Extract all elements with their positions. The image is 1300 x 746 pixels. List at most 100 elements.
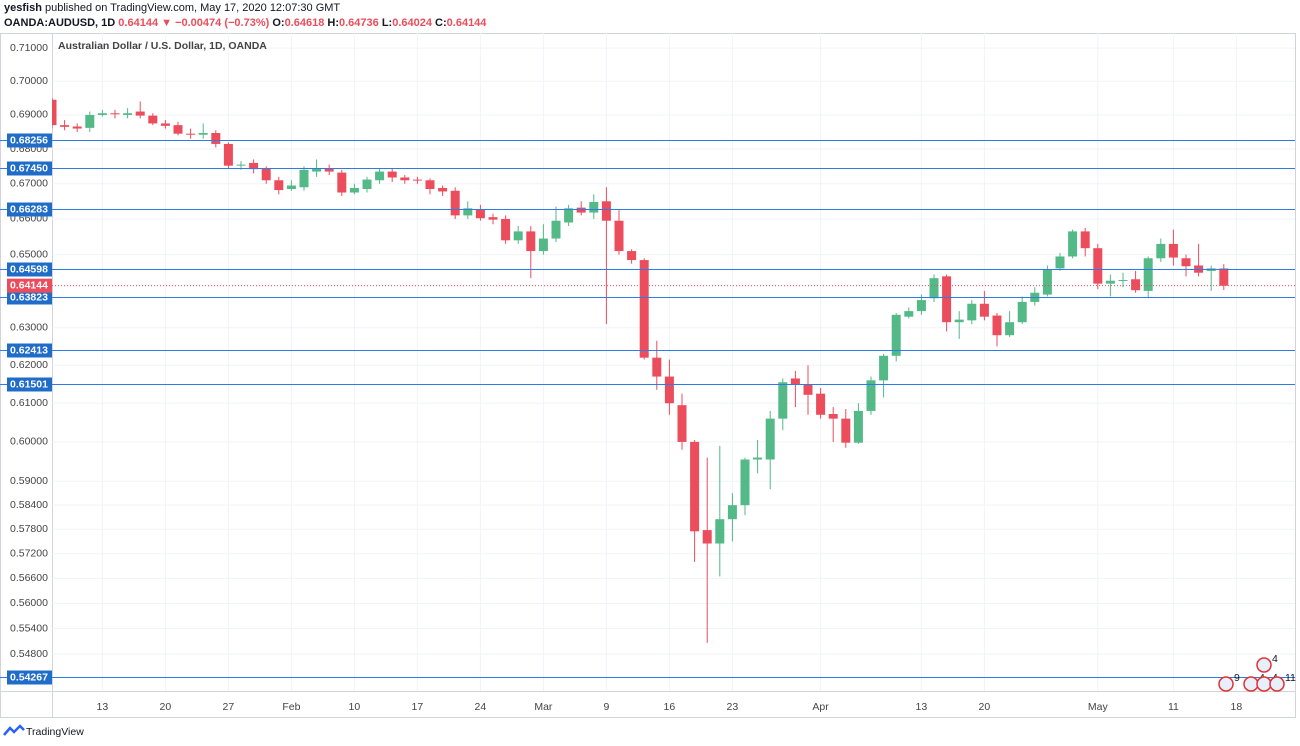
y-tick-label: 0.54800 [10, 648, 48, 660]
candle-body [614, 220, 624, 252]
candle-body [1131, 279, 1141, 291]
candle-body [1156, 243, 1166, 259]
change: −0.00474 (−0.73%) [175, 17, 270, 29]
x-tick-label: 13 [916, 701, 928, 713]
candle-body [853, 410, 863, 443]
candle-body [866, 380, 876, 411]
candle-body [564, 208, 574, 223]
header-line-2: OANDA:AUDUSD, 1D 0.64144 ▼ −0.00474 (−0.… [4, 17, 487, 29]
x-tick-label: 9 [603, 701, 609, 713]
candle-body [967, 303, 977, 321]
candle-body [337, 172, 347, 193]
footer-logo: TradingView [3, 724, 84, 738]
candle-body [715, 519, 725, 544]
candle-body [324, 168, 334, 172]
level-label: 0.63823 [10, 291, 48, 303]
candle-body [286, 185, 296, 190]
candle-body [690, 441, 700, 532]
candle-body [790, 378, 800, 385]
x-tick-label: 13 [97, 701, 109, 713]
candle-body [929, 278, 939, 299]
candle-body [198, 132, 208, 135]
level-box [7, 290, 52, 305]
chart-title: Australian Dollar / U.S. Dollar, 1D, OAN… [58, 40, 267, 52]
grid: 0.710000.700000.690000.680000.670000.660… [10, 33, 1295, 713]
logo-icon [3, 724, 25, 736]
y-tick-label: 0.57800 [10, 523, 48, 535]
candle-body [639, 260, 649, 358]
x-tick-label: 20 [160, 701, 172, 713]
overlay: 0.68256 0.67450 0.66283 0.64598 0.63823 0.624… [0, 133, 1296, 692]
candle-body [501, 218, 511, 241]
candle-body [677, 405, 687, 442]
candles [52, 98, 1229, 643]
event-count: 9 [1234, 672, 1240, 684]
candle-body [312, 168, 322, 172]
y-tick-label: 0.58400 [10, 499, 48, 511]
level-box [7, 377, 52, 392]
candle-body [362, 179, 372, 190]
candle-body [664, 376, 674, 404]
candle-body [349, 187, 359, 193]
candle-body [223, 143, 233, 166]
candle-body [375, 171, 385, 181]
candle-body [1017, 301, 1027, 323]
candle-body [652, 357, 662, 377]
y-tick-label: 0.62000 [10, 359, 48, 371]
y-tick-label: 0.57200 [10, 548, 48, 560]
ohlc-label: C: [435, 17, 447, 29]
y-tick-label: 0.67000 [10, 178, 48, 190]
candle-body [261, 168, 271, 181]
candle-body [879, 355, 889, 381]
level-box [7, 262, 52, 277]
last-price-box [7, 278, 52, 293]
level-box [7, 161, 52, 176]
ohlc-value: 0.64736 [339, 17, 379, 29]
candle-body [1168, 243, 1178, 258]
candle-body [186, 133, 196, 135]
candle-body [110, 113, 120, 115]
y-tick-label: 0.63000 [10, 322, 48, 334]
candle-body [828, 414, 838, 419]
y-tick-label: 0.65000 [10, 248, 48, 260]
level-label: 0.67450 [10, 162, 48, 174]
ohlc-label: O: [272, 17, 284, 29]
candle-body [916, 300, 926, 312]
y-tick-label: 0.70000 [10, 75, 48, 87]
candle-body [123, 113, 133, 115]
candle-body [236, 164, 246, 166]
event-count: 11 [1285, 672, 1296, 684]
candle-body [841, 418, 851, 443]
symbol: OANDA:AUDUSD, 1D [4, 17, 115, 29]
candle-body [438, 187, 448, 192]
event-icon [1269, 676, 1285, 692]
candle-body [816, 393, 826, 415]
candle-body [765, 418, 775, 460]
candle-body [740, 459, 750, 506]
candle-body [526, 231, 536, 252]
level-label: 0.61501 [10, 378, 48, 390]
candle-body [1042, 269, 1052, 295]
x-tick-label: 17 [412, 701, 424, 713]
candle-body [954, 319, 964, 323]
published: published on TradingView.com, May 17, 20… [45, 2, 340, 14]
candle-body [1219, 268, 1229, 286]
x-tick-label: Feb [282, 701, 300, 713]
last: 0.64144 [118, 17, 159, 29]
candle-body [1055, 256, 1065, 269]
candle-body [299, 169, 309, 188]
candle-body [72, 126, 82, 129]
event-icon [1256, 676, 1272, 692]
ohlc-value: 0.64144 [447, 17, 488, 29]
candle-body [753, 457, 763, 460]
candle-body [891, 314, 901, 356]
candle-body [488, 217, 498, 220]
event-icon [1218, 676, 1234, 692]
candle-body [249, 162, 259, 170]
candle-body [1181, 258, 1191, 267]
candle-body [1093, 248, 1103, 284]
candle-body [904, 311, 914, 317]
candle-body [979, 303, 989, 317]
candle-body [475, 209, 485, 219]
